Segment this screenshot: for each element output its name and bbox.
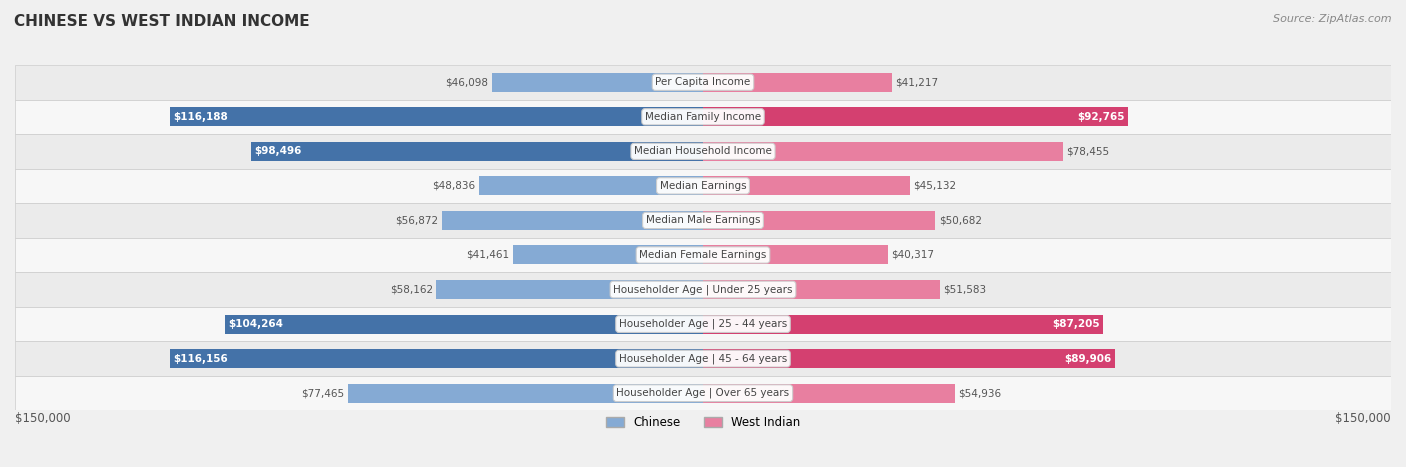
Bar — [703, 384, 955, 403]
Bar — [347, 384, 703, 403]
Text: Median Earnings: Median Earnings — [659, 181, 747, 191]
Bar — [170, 349, 703, 368]
Text: Householder Age | Over 65 years: Householder Age | Over 65 years — [616, 388, 790, 398]
Text: $41,217: $41,217 — [896, 77, 939, 87]
Bar — [703, 142, 1063, 161]
Text: $41,461: $41,461 — [467, 250, 509, 260]
Text: $89,906: $89,906 — [1064, 354, 1112, 364]
Bar — [15, 341, 1391, 376]
Text: $51,583: $51,583 — [943, 284, 986, 295]
Text: $98,496: $98,496 — [254, 146, 302, 156]
Bar — [170, 107, 703, 126]
Bar — [703, 280, 939, 299]
Text: $87,205: $87,205 — [1052, 319, 1099, 329]
Text: $56,872: $56,872 — [395, 215, 439, 226]
Text: Median Household Income: Median Household Income — [634, 146, 772, 156]
Bar — [513, 246, 703, 264]
Text: Median Female Earnings: Median Female Earnings — [640, 250, 766, 260]
Text: $116,188: $116,188 — [173, 112, 228, 122]
Bar — [703, 73, 891, 92]
Text: Source: ZipAtlas.com: Source: ZipAtlas.com — [1274, 14, 1392, 24]
Bar — [15, 65, 1391, 99]
Text: $116,156: $116,156 — [174, 354, 228, 364]
Bar — [15, 376, 1391, 410]
Bar — [15, 169, 1391, 203]
Text: $50,682: $50,682 — [939, 215, 981, 226]
Text: $150,000: $150,000 — [15, 412, 70, 425]
Bar — [441, 211, 703, 230]
Text: $77,465: $77,465 — [301, 388, 344, 398]
Text: $40,317: $40,317 — [891, 250, 935, 260]
Bar — [479, 177, 703, 195]
Bar — [225, 315, 703, 333]
Text: CHINESE VS WEST INDIAN INCOME: CHINESE VS WEST INDIAN INCOME — [14, 14, 309, 29]
Text: $48,836: $48,836 — [433, 181, 475, 191]
Bar — [15, 238, 1391, 272]
Text: $46,098: $46,098 — [446, 77, 488, 87]
Text: Householder Age | 25 - 44 years: Householder Age | 25 - 44 years — [619, 319, 787, 329]
Text: Householder Age | 45 - 64 years: Householder Age | 45 - 64 years — [619, 354, 787, 364]
Text: $92,765: $92,765 — [1077, 112, 1125, 122]
Bar — [15, 272, 1391, 307]
Bar — [492, 73, 703, 92]
Text: Median Male Earnings: Median Male Earnings — [645, 215, 761, 226]
Text: $54,936: $54,936 — [959, 388, 1001, 398]
Text: Per Capita Income: Per Capita Income — [655, 77, 751, 87]
Bar — [436, 280, 703, 299]
Bar — [15, 307, 1391, 341]
Bar — [703, 211, 935, 230]
Text: $104,264: $104,264 — [228, 319, 283, 329]
Bar — [703, 177, 910, 195]
Bar — [15, 134, 1391, 169]
Bar — [252, 142, 703, 161]
Bar — [703, 315, 1102, 333]
Text: Householder Age | Under 25 years: Householder Age | Under 25 years — [613, 284, 793, 295]
Bar — [703, 107, 1129, 126]
Bar — [15, 99, 1391, 134]
Legend: Chinese, West Indian: Chinese, West Indian — [602, 411, 804, 433]
Text: $58,162: $58,162 — [389, 284, 433, 295]
Bar — [15, 203, 1391, 238]
Bar — [703, 349, 1115, 368]
Text: $150,000: $150,000 — [1336, 412, 1391, 425]
Text: $78,455: $78,455 — [1066, 146, 1109, 156]
Text: Median Family Income: Median Family Income — [645, 112, 761, 122]
Bar — [703, 246, 889, 264]
Text: $45,132: $45,132 — [914, 181, 956, 191]
